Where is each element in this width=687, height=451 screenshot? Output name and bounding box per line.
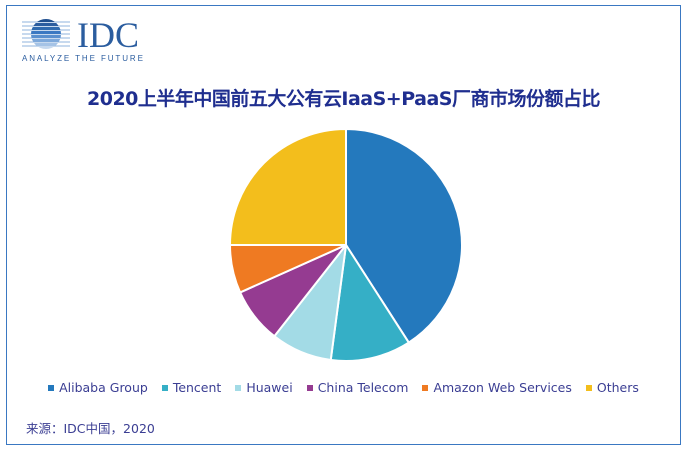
- legend-swatch-icon: [235, 384, 242, 391]
- legend-item-amazon-web-services: Amazon Web Services: [422, 380, 572, 395]
- source-note: 来源：IDC中国，2020: [26, 421, 155, 436]
- legend-item-others: Others: [585, 380, 639, 395]
- legend-swatch-icon: [161, 384, 168, 391]
- pie-slice-tencent: [329, 244, 410, 362]
- legend-swatch-icon: [422, 384, 429, 391]
- legend-item-huawei: Huawei: [235, 380, 293, 395]
- chart-legend: Alibaba Group Tencent Huawei China Telecom A…: [0, 380, 687, 395]
- legend-swatch-icon: [48, 384, 55, 391]
- chart-title: 2020上半年中国前五大公有云IaaS+PaaS厂商市场份额占比: [87, 88, 600, 110]
- pie-chart: [229, 128, 463, 362]
- legend-label: Alibaba Group: [59, 380, 148, 395]
- legend-label: Others: [596, 380, 639, 395]
- logo-tagline: ANALYZE THE FUTURE: [22, 54, 145, 63]
- legend-label: China Telecom: [317, 380, 409, 395]
- legend-item-tencent: Tencent: [161, 380, 222, 395]
- pie-slice-others: [229, 128, 347, 246]
- logo-brand-text: IDC: [77, 15, 139, 55]
- legend-label: Amazon Web Services: [433, 380, 572, 395]
- legend-swatch-icon: [585, 384, 592, 391]
- legend-item-china-telecom: China Telecom: [306, 380, 409, 395]
- idc-logo: IDC ANALYZE THE FUTURE: [20, 14, 150, 64]
- legend-swatch-icon: [306, 384, 313, 391]
- globe-stripes-icon: [22, 19, 70, 49]
- legend-item-alibaba-group: Alibaba Group: [48, 380, 148, 395]
- legend-label: Huawei: [246, 380, 293, 395]
- legend-label: Tencent: [172, 380, 222, 395]
